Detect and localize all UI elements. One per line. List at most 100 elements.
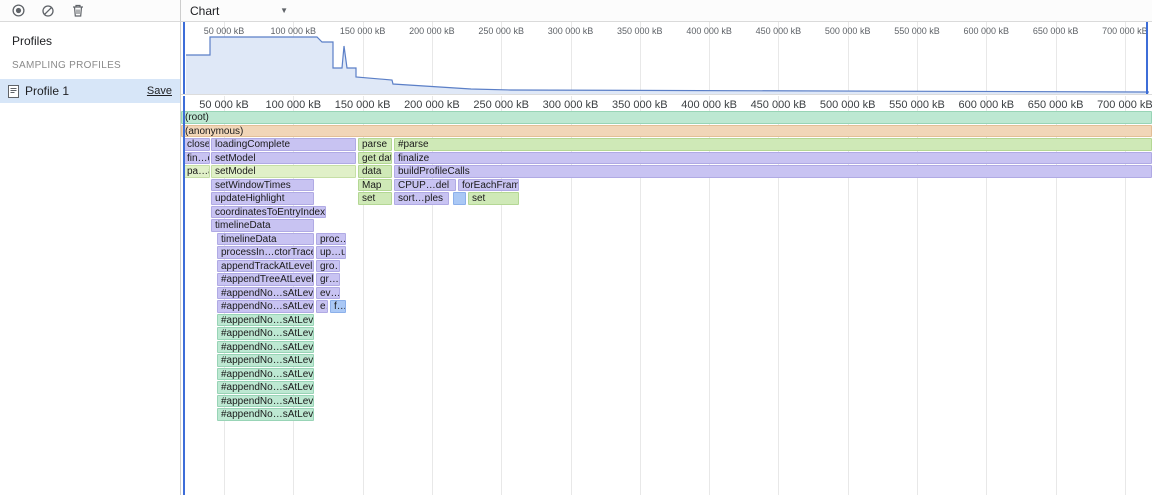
main-chart-area: 50 000 kB 100 000 kB 150 000 kB 200 000 kB 2…	[181, 22, 1152, 495]
flame-frame[interactable]: buildProfileCalls	[394, 165, 1152, 178]
ruler-label: 350 000 kB	[611, 99, 668, 111]
flame-frame[interactable]: #appendNo…sAtLevel	[217, 286, 314, 299]
flame-frame[interactable]: gr…ew	[316, 273, 340, 286]
ruler-label: 200 000 kB	[404, 99, 460, 111]
flame-frame[interactable]: #appendNo…sAtLevel	[217, 408, 314, 421]
flame-frame[interactable]	[453, 192, 466, 205]
grid-line	[362, 22, 364, 94]
range-handle-right[interactable]	[1146, 22, 1148, 94]
ruler-label: 300 000 kB	[542, 99, 599, 111]
grid-line	[1124, 96, 1126, 495]
flame-frame[interactable]: data	[358, 165, 392, 178]
flame-frame[interactable]: gro…ts	[316, 259, 340, 272]
flame-frame[interactable]: proc…ata	[316, 232, 346, 245]
ruler-label: 50 000 kB	[199, 99, 249, 111]
flame-frame[interactable]: updateHighlight	[211, 192, 314, 205]
ruler-label: 100 000 kB	[270, 26, 317, 36]
flame-frame[interactable]: #appendNo…sAtLevel	[217, 381, 314, 394]
delete-profile-icon[interactable]	[70, 3, 86, 19]
flame-frame[interactable]: setModel	[211, 151, 356, 164]
flame-frame[interactable]: timelineData	[211, 219, 314, 232]
ruler-label: 500 000 kB	[819, 99, 876, 111]
ruler-label: 200 000 kB	[409, 26, 455, 36]
chart-toolbar: Chart ▼	[181, 0, 1152, 22]
flame-frame[interactable]: appendTrackAtLevel	[217, 259, 314, 272]
flame-ruler: 50 000 kB 100 000 kB 150 000 kB 200 000 kB 2…	[181, 96, 1152, 111]
view-mode-select[interactable]: Chart ▼	[188, 4, 292, 18]
ruler-label: 550 000 kB	[889, 99, 945, 111]
ruler-label: 100 000 kB	[265, 99, 322, 111]
allocation-area-chart	[186, 36, 1150, 94]
flame-frame[interactable]: set	[358, 192, 392, 205]
flame-frame[interactable]: (root)	[181, 111, 1152, 124]
grid-line	[501, 22, 503, 94]
flame-chart-pane: 50 000 kB 100 000 kB 150 000 kB 200 000 kB 2…	[181, 96, 1152, 495]
sidebar-section-label: SAMPLING PROFILES	[12, 60, 122, 71]
flame-frame[interactable]: get data	[358, 151, 392, 164]
flame-frame[interactable]: fin…ce	[183, 151, 210, 164]
flame-frame[interactable]: #appendNo…sAtLevel	[217, 300, 314, 313]
flame-frame[interactable]: finalize	[394, 151, 1152, 164]
flame-frame[interactable]: setWindowTimes	[211, 178, 314, 191]
flame-frame[interactable]: loadingComplete	[211, 138, 356, 151]
flame-frame[interactable]: processIn…ctorTrace	[217, 246, 314, 259]
flame-frame[interactable]: ev…ew	[316, 286, 340, 299]
grid-line	[639, 22, 641, 94]
flame-frame[interactable]: close	[183, 138, 210, 151]
ruler-label: 600 000 kB	[963, 26, 1010, 36]
flame-frame[interactable]: #appendNo…sAtLevel	[217, 327, 314, 340]
clear-all-icon[interactable]	[40, 3, 56, 19]
flame-frame[interactable]: #appendNo…sAtLevel	[217, 367, 314, 380]
flame-frame[interactable]: CPUP…del	[394, 178, 456, 191]
flame-frame[interactable]: forEachFrame	[458, 178, 519, 191]
profile-item-profile-1[interactable]: Profile 1 Save	[0, 79, 180, 103]
grid-line	[917, 22, 918, 94]
ruler-label: 400 000 kB	[681, 99, 737, 111]
grid-line	[1055, 96, 1057, 495]
flame-frame[interactable]: #appendNo…sAtLevel	[217, 313, 314, 326]
ruler-label: 400 000 kB	[686, 26, 732, 36]
flame-frame[interactable]: #appendTreeAtLevel	[217, 273, 314, 286]
save-link[interactable]: Save	[146, 85, 172, 97]
grid-line	[362, 96, 364, 495]
grid-line	[570, 96, 572, 495]
flame-frame[interactable]: set	[468, 192, 519, 205]
ruler-label: 550 000 kB	[894, 26, 940, 36]
selection-start-line	[183, 96, 185, 495]
grid-line	[431, 22, 433, 94]
flame-frame[interactable]: timelineData	[217, 232, 314, 245]
flame-frame[interactable]: #appendNo…sAtLevel	[217, 340, 314, 353]
flame-frame[interactable]: #appendNo…sAtLevel	[217, 394, 314, 407]
grid-line	[917, 96, 918, 495]
flame-frame[interactable]: #parse	[394, 138, 1152, 151]
grid-line	[778, 22, 780, 94]
grid-line	[778, 96, 780, 495]
ruler-label: 300 000 kB	[547, 26, 594, 36]
record-icon[interactable]	[10, 3, 26, 19]
flame-frame[interactable]: e…	[316, 300, 328, 313]
flame-frame[interactable]: pa…at	[183, 165, 210, 178]
ruler-label: 500 000 kB	[824, 26, 871, 36]
flame-frame[interactable]: #appendNo…sAtLevel	[217, 354, 314, 367]
flame-frame[interactable]: setModel	[211, 165, 356, 178]
memory-overview-pane[interactable]: 50 000 kB 100 000 kB 150 000 kB 200 000 kB 2…	[181, 22, 1152, 95]
flame-frame[interactable]: Map	[358, 178, 392, 191]
grid-line	[847, 96, 849, 495]
flame-frame[interactable]: sort…ples	[394, 192, 449, 205]
ruler-label: 50 000 kB	[203, 26, 245, 36]
profile-document-icon	[8, 84, 19, 98]
flame-frame[interactable]: up…up	[316, 246, 346, 259]
flame-canvas[interactable]: (root) (anonymous) close loadingComplete par…	[181, 111, 1152, 495]
flame-frame[interactable]: coordinatesToEntryIndex	[211, 205, 326, 218]
range-handle-left[interactable]	[183, 22, 185, 94]
flame-frame[interactable]: (anonymous)	[181, 124, 1152, 137]
grid-line	[986, 22, 988, 94]
ruler-label: 250 000 kB	[478, 26, 524, 36]
flame-frame[interactable]: parse	[358, 138, 392, 151]
ruler-label: 150 000 kB	[334, 99, 391, 111]
profiles-toolbar	[0, 0, 181, 22]
ruler-label: 350 000 kB	[617, 26, 663, 36]
flame-frame[interactable]: f…	[330, 300, 346, 313]
grid-line	[570, 22, 572, 94]
ruler-label: 250 000 kB	[473, 99, 530, 111]
